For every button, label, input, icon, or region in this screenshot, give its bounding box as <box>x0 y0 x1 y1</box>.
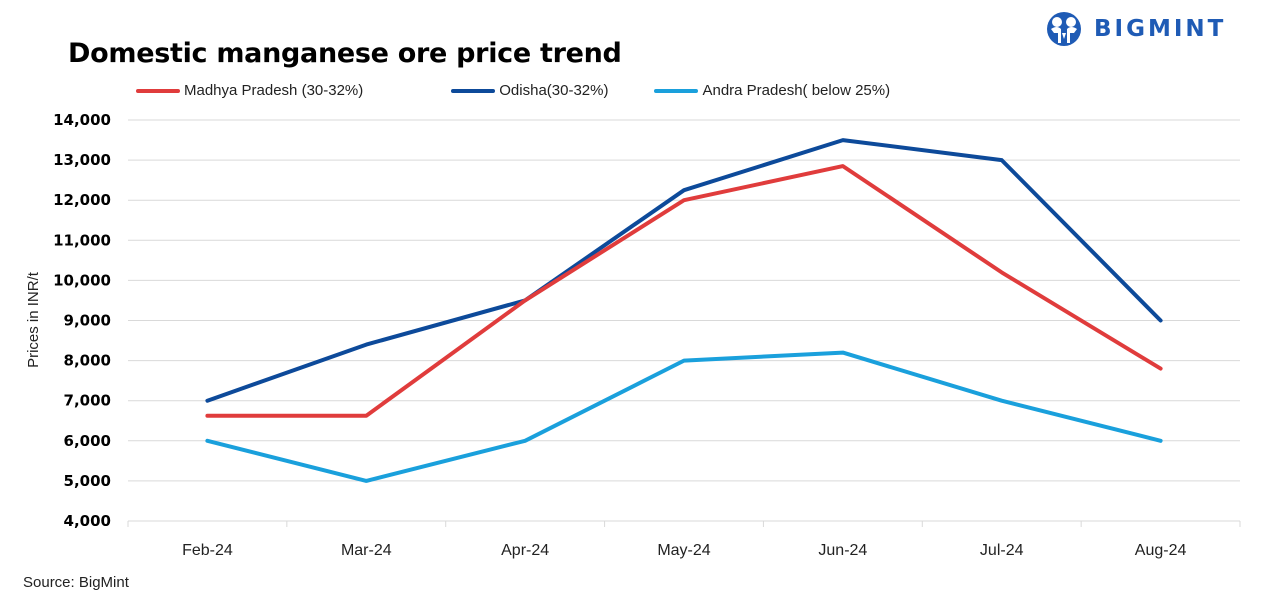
y-tick-label: 11,000 <box>53 231 111 249</box>
series-line-andra-pradesh-below-25 <box>205 350 1163 483</box>
legend-item-odisha: Odisha(30-32%) <box>451 82 608 99</box>
gridlines <box>128 119 1240 482</box>
x-axis <box>127 520 1241 527</box>
x-tick-label: Feb-24 <box>182 542 233 559</box>
legend-label-madhya-pradesh: Madhya Pradesh (30-32%) <box>184 82 364 99</box>
y-tick-label: 13,000 <box>53 151 111 169</box>
chart-legend: Madhya Pradesh (30-32%) Odisha(30-32%) A… <box>136 82 936 99</box>
y-tick-label: 14,000 <box>53 111 111 129</box>
legend-swatch-andra-pradesh <box>654 88 699 93</box>
chart-title: Domestic manganese ore price trend <box>68 38 622 69</box>
legend-item-andra-pradesh: Andra Pradesh( below 25%) <box>654 82 890 99</box>
legend-label-andra-pradesh: Andra Pradesh( below 25%) <box>702 82 891 99</box>
x-tick-label: Aug-24 <box>1135 542 1187 559</box>
legend-item-madhya-pradesh: Madhya Pradesh (30-32%) <box>136 82 363 99</box>
x-tick-label: May-24 <box>657 542 710 559</box>
legend-swatch-odisha <box>451 88 496 93</box>
y-tick-label: 7,000 <box>64 392 111 410</box>
y-tick-label: 12,000 <box>53 191 111 209</box>
bigmint-logo-icon <box>1047 12 1081 46</box>
y-axis-ticks: 4,000 5,000 6,000 7,000 8,000 9,000 10,000 11,0… <box>53 111 111 530</box>
y-tick-label: 10,000 <box>53 271 111 289</box>
bigmint-logo: BIGMINT <box>1044 11 1226 47</box>
x-tick-label: Jun-24 <box>818 542 867 559</box>
y-tick-label: 5,000 <box>64 472 111 490</box>
x-tick-label: Mar-24 <box>341 542 392 559</box>
series-line-odisha-30-32 <box>205 138 1163 403</box>
series-line-madhya-pradesh-30-32 <box>205 164 1163 418</box>
series-lines <box>205 138 1163 483</box>
legend-swatch-madhya-pradesh <box>136 88 180 93</box>
legend-label-odisha: Odisha(30-32%) <box>499 82 609 99</box>
x-tick-label: Apr-24 <box>501 542 549 559</box>
x-tick-label: Jul-24 <box>980 542 1024 559</box>
x-axis-labels: Feb-24 Mar-24 Apr-24 May-24 Jun-24 Jul-24 Aug-… <box>182 542 1186 559</box>
y-axis-label: Prices in INR/t <box>25 271 42 368</box>
y-tick-label: 9,000 <box>64 312 111 330</box>
source-note: Source: BigMint <box>23 574 129 591</box>
bigmint-logo-text: BIGMINT <box>1094 16 1227 42</box>
y-tick-label: 6,000 <box>64 432 111 450</box>
y-tick-label: 8,000 <box>64 352 111 370</box>
y-tick-label: 4,000 <box>64 512 111 530</box>
